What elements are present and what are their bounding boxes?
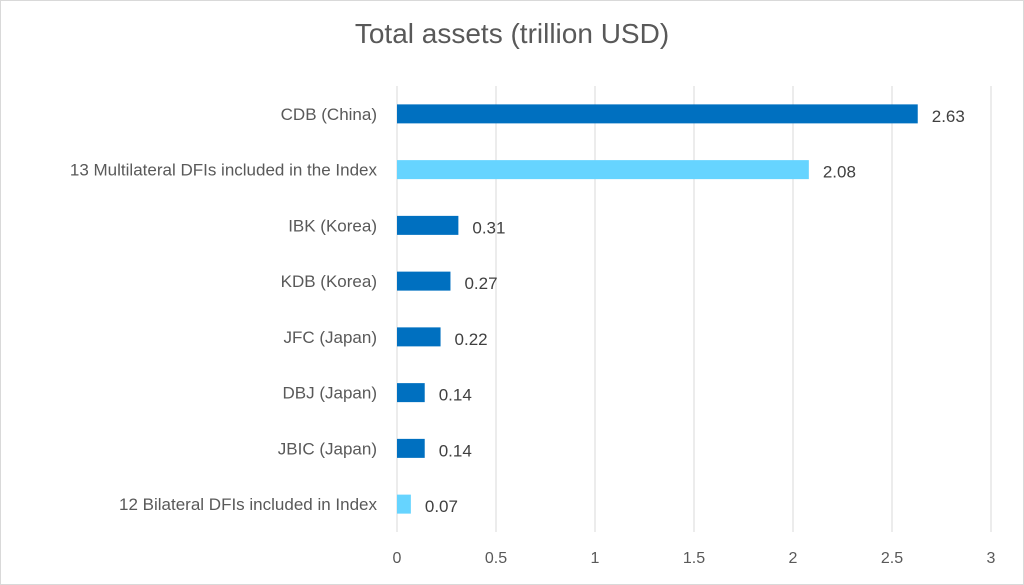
data-label: 0.14 xyxy=(439,386,472,405)
bar xyxy=(397,327,441,347)
bar xyxy=(397,383,425,403)
category-label: KDB (Korea) xyxy=(281,272,377,291)
x-tick-label: 2 xyxy=(789,550,798,567)
x-tick-label: 2.5 xyxy=(881,550,903,567)
x-tick-label: 1 xyxy=(591,550,600,567)
data-label: 2.63 xyxy=(932,107,965,126)
data-label: 0.27 xyxy=(464,274,497,293)
bar xyxy=(397,438,425,458)
category-label: JBIC (Japan) xyxy=(278,439,377,458)
bar xyxy=(397,494,411,514)
category-label: JFC (Japan) xyxy=(283,328,377,347)
x-tick-label: 3 xyxy=(987,550,996,567)
data-label: 0.22 xyxy=(455,330,488,349)
category-label: 12 Bilateral DFIs included in Index xyxy=(119,495,377,514)
bar xyxy=(397,160,809,180)
x-tick-label: 0.5 xyxy=(485,550,507,567)
data-label: 0.14 xyxy=(439,441,472,460)
data-label: 2.08 xyxy=(823,163,856,182)
category-label: CDB (China) xyxy=(281,105,377,124)
x-tick-label: 0 xyxy=(393,550,402,567)
bar xyxy=(397,271,451,291)
x-tick-label: 1.5 xyxy=(683,550,705,567)
category-label: IBK (Korea) xyxy=(288,216,377,235)
bar xyxy=(397,215,459,235)
bar xyxy=(397,104,918,124)
data-label: 0.31 xyxy=(472,218,505,237)
category-label: DBJ (Japan) xyxy=(283,384,377,403)
category-label: 13 Multilateral DFIs included in the Ind… xyxy=(70,161,378,180)
chart-title: Total assets (trillion USD) xyxy=(354,18,670,49)
data-label: 0.07 xyxy=(425,497,458,516)
